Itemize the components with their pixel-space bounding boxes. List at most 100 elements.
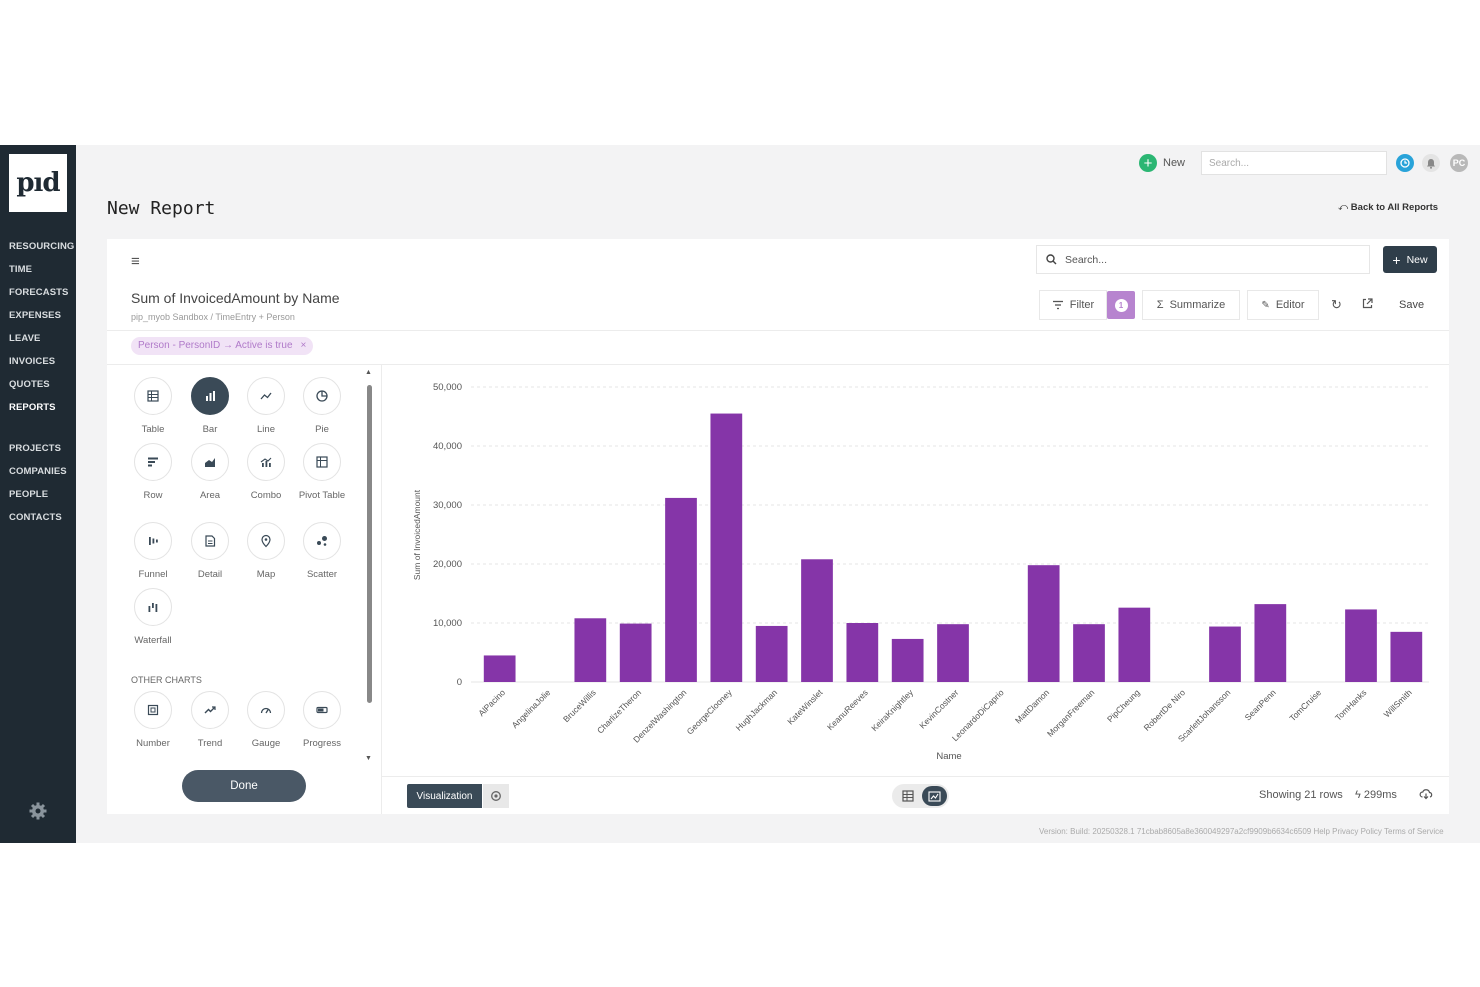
chart-type-area[interactable]: Area (180, 443, 240, 502)
x-tick-label: HughJackman (734, 687, 780, 733)
chart-type-table[interactable]: Table (123, 377, 183, 436)
chart-type-combo[interactable]: Combo (236, 443, 296, 502)
report-panel: ≡ Search... + New Sum of InvoicedAmount … (107, 239, 1449, 814)
bar[interactable] (619, 623, 652, 682)
chart-type-row[interactable]: Row (123, 443, 183, 502)
done-button[interactable]: Done (182, 770, 306, 802)
bar[interactable] (710, 413, 743, 682)
sidebar-item-reports[interactable]: REPORTS (9, 402, 56, 413)
report-search-input[interactable]: Search... (1036, 245, 1370, 274)
sidebar-item-forecasts[interactable]: FORECASTS (9, 287, 69, 298)
sidebar-item-projects[interactable]: PROJECTS (9, 443, 62, 454)
chart-type-line[interactable]: Line (236, 377, 296, 436)
plus-icon: + (1392, 251, 1401, 268)
clock-icon[interactable] (1396, 154, 1414, 172)
bar[interactable] (1345, 609, 1377, 682)
bar[interactable] (1254, 604, 1287, 682)
chart-type-label: Pivot Table (298, 490, 346, 501)
chart-type-detail[interactable]: Detail (180, 522, 240, 581)
chart-view-icon[interactable] (922, 786, 947, 806)
visualization-button[interactable]: Visualization (407, 784, 482, 808)
chart-type-icon-circle (191, 691, 229, 729)
external-link-icon[interactable] (1362, 297, 1373, 312)
close-icon[interactable]: × (300, 340, 307, 351)
x-axis-label: Name (936, 751, 961, 762)
bar[interactable] (665, 497, 697, 682)
chart-type-funnel[interactable]: Funnel (123, 522, 183, 581)
bar[interactable] (937, 624, 969, 682)
bar[interactable] (483, 655, 516, 682)
bar[interactable] (1073, 624, 1105, 682)
filter-chip[interactable]: Person - PersonID → Active is true × (131, 337, 314, 355)
chart-type-waterfall[interactable]: Waterfall (123, 588, 183, 647)
sidebar-item-leave[interactable]: LEAVE (9, 333, 41, 344)
summarize-label: Summarize (1169, 299, 1226, 311)
chart-type-icon-circle (191, 377, 229, 415)
picker-scrollbar[interactable]: ▲ ▼ (365, 369, 373, 765)
filter-count-badge[interactable]: 1 (1107, 291, 1135, 319)
view-toggle[interactable] (892, 784, 949, 808)
chart-type-label: Detail (197, 569, 223, 580)
divider (382, 776, 1449, 777)
bar[interactable] (1118, 607, 1151, 682)
chart-type-icon-circle (247, 443, 285, 481)
chart-type-gauge[interactable]: Gauge (236, 691, 296, 750)
sidebar-item-quotes[interactable]: QUOTES (9, 379, 50, 390)
report-new-button[interactable]: + New (1383, 246, 1437, 273)
divider (107, 330, 1449, 331)
chart-type-icon-circle (134, 691, 172, 729)
chart-type-bar[interactable]: Bar (180, 377, 240, 436)
table-view-icon[interactable] (901, 789, 915, 803)
bar[interactable] (1027, 565, 1060, 682)
editor-button[interactable]: ✎ Editor (1247, 290, 1319, 320)
bar[interactable] (891, 638, 924, 682)
sidebar-item-people[interactable]: PEOPLE (9, 489, 49, 500)
bar[interactable] (1209, 626, 1241, 682)
top-new-label: New (1163, 157, 1186, 169)
scrollbar-thumb[interactable] (367, 385, 372, 703)
bar[interactable] (574, 618, 607, 682)
bar[interactable] (1390, 631, 1423, 682)
chart-type-number[interactable]: Number (123, 691, 183, 750)
sidebar: pıd RESOURCING TIME FORECASTS EXPENSES LEAVE… (0, 145, 76, 843)
sidebar-item-expenses[interactable]: EXPENSES (9, 310, 62, 321)
chart-type-pie[interactable]: Pie (292, 377, 352, 436)
bar[interactable] (801, 559, 833, 682)
chart-type-progress[interactable]: Progress (292, 691, 352, 750)
chart-type-scatter[interactable]: Scatter (292, 522, 352, 581)
back-to-reports-link[interactable]: ⤺ Back to All Reports (1338, 202, 1438, 213)
notification-bell-icon[interactable] (1422, 154, 1440, 172)
sidebar-item-resourcing[interactable]: RESOURCING (9, 241, 75, 252)
settings-gear-icon[interactable] (28, 801, 48, 821)
download-cloud-icon[interactable] (1419, 788, 1433, 803)
report-breadcrumb[interactable]: pip_myob Sandbox / TimeEntry + Person (131, 312, 295, 322)
top-new-button[interactable]: + New (1139, 154, 1185, 172)
chart-type-pivot-table[interactable]: Pivot Table (292, 443, 352, 502)
sidebar-item-contacts[interactable]: CONTACTS (9, 512, 62, 523)
bar[interactable] (846, 623, 879, 682)
filter-button[interactable]: Filter (1039, 290, 1107, 320)
bar[interactable] (755, 625, 788, 682)
sidebar-item-time[interactable]: TIME (9, 264, 33, 275)
x-tick-label: SeanPenn (1243, 687, 1278, 722)
sidebar-item-companies[interactable]: COMPANIES (9, 466, 67, 477)
app-logo[interactable]: pıd (9, 154, 67, 212)
summarize-button[interactable]: Σ Summarize (1142, 290, 1240, 320)
chart-type-icon-circle (247, 522, 285, 560)
chart-type-trend[interactable]: Trend (180, 691, 240, 750)
refresh-icon[interactable]: ↻ (1331, 297, 1342, 312)
y-axis-label: Sum of InvoicedAmount (412, 489, 422, 580)
save-button[interactable]: Save (1399, 299, 1425, 311)
sidebar-item-invoices[interactable]: INVOICES (9, 356, 56, 367)
chart-type-map[interactable]: Map (236, 522, 296, 581)
global-search-input[interactable]: Search... (1201, 151, 1387, 175)
chart-type-label: Number (136, 738, 170, 749)
scroll-up-arrow-icon[interactable]: ▲ (365, 369, 372, 376)
hamburger-menu-icon[interactable]: ≡ (131, 253, 140, 270)
back-arrow-icon: ⤺ (1338, 202, 1351, 213)
y-tick-label: 30,000 (433, 500, 462, 511)
user-avatar[interactable]: PC (1450, 154, 1468, 172)
scroll-down-arrow-icon[interactable]: ▼ (365, 755, 372, 762)
visualization-settings-gear-icon[interactable] (483, 784, 509, 808)
chart-type-icon-circle (134, 588, 172, 626)
